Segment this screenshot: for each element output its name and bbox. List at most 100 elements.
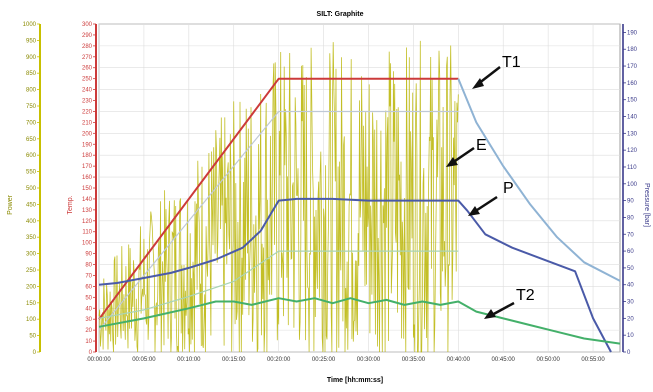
x-tick-label: 00:45:00 — [492, 357, 516, 363]
series-line-t1 — [98, 77, 459, 320]
arrow-t2-head — [484, 309, 496, 319]
temp-tick-label: 50 — [85, 295, 92, 301]
temp-tick-label: 250 — [82, 77, 93, 83]
arrow-t1-shaft — [477, 66, 501, 85]
arrow-p-shaft — [473, 195, 498, 214]
x-tick-label: 00:20:00 — [267, 357, 291, 363]
pressure-tick-label: 20 — [627, 316, 634, 322]
pressure-axis-title: Pressure [bar] — [643, 183, 650, 227]
pressure-tick-label: 160 — [627, 81, 638, 87]
pressure-tick-label: 60 — [627, 249, 634, 255]
power-tick-label: 400 — [26, 219, 37, 225]
temp-tick-label: 0 — [89, 350, 93, 356]
annotation-t1: T1 — [472, 54, 521, 89]
series-line-p — [98, 197, 612, 353]
temp-tick-label: 90 — [85, 252, 92, 258]
temp-tick-label: 290 — [82, 33, 93, 39]
temp-tick-label: 70 — [85, 273, 92, 279]
temp-tick-label: 30 — [85, 317, 92, 323]
temp-tick-label: 230 — [82, 99, 93, 105]
temp-axis: 0 10 20 30 40 50 60 70 80 90 100 110 120 130 140 150 160… — [82, 22, 97, 356]
power-tick-label: 1000 — [23, 22, 37, 28]
series-layer — [98, 40, 621, 353]
x-tick-label: 00:40:00 — [447, 357, 471, 363]
x-tick-label: 00:15:00 — [222, 357, 246, 363]
power-tick-label: 200 — [26, 284, 37, 290]
pressure-tick-label: 10 — [627, 333, 634, 339]
series-line-t2 — [98, 297, 621, 345]
x-tick-label: 00:50:00 — [536, 357, 560, 363]
pressure-tick-label: 70 — [627, 232, 634, 238]
x-tick-label: 00:55:00 — [581, 357, 605, 363]
pressure-tick-label: 130 — [627, 131, 638, 137]
pressure-tick-label: 40 — [627, 283, 634, 289]
temp-tick-label: 130 — [82, 208, 93, 214]
power-tick-label: 700 — [26, 120, 37, 126]
pressure-axis: 0 10 20 30 40 50 60 70 80 90 100 110 120 130 140 150 160… — [622, 24, 638, 356]
x-axis: 00:00:00 00:05:00 00:10:00 00:15:00 00:20:00… — [87, 357, 605, 363]
pressure-tick-label: 50 — [627, 266, 634, 272]
chart-title: SILT: Graphite — [317, 11, 364, 18]
power-axis-title: Power — [7, 194, 14, 215]
temp-tick-label: 190 — [82, 142, 93, 148]
temp-tick-label: 260 — [82, 66, 93, 72]
temp-tick-label: 40 — [85, 306, 92, 312]
label-e: E — [476, 137, 487, 154]
x-tick-label: 00:05:00 — [132, 357, 156, 363]
pressure-tick-label: 170 — [627, 64, 638, 70]
power-tick-label: 500 — [26, 186, 37, 192]
temp-tick-label: 200 — [82, 131, 93, 137]
temp-tick-label: 300 — [82, 22, 93, 28]
pressure-tick-label: 150 — [627, 98, 638, 104]
power-tick-label: 250 — [26, 268, 37, 274]
x-axis-title: Time [hh:mm:ss] — [327, 377, 383, 384]
annotation-t2: T2 — [484, 287, 535, 319]
series-power-noise — [98, 40, 459, 353]
temp-tick-label: 60 — [85, 284, 92, 290]
arrow-e-shaft — [451, 146, 475, 165]
temp-tick-label: 210 — [82, 120, 93, 126]
x-tick-label: 00:00:00 — [87, 357, 111, 363]
series-line-p_faint — [98, 250, 459, 319]
arrow-e-head — [446, 157, 458, 167]
temp-axis-title: Temp. — [67, 195, 74, 214]
power-tick-label: 800 — [26, 88, 37, 94]
temp-tick-label: 140 — [82, 197, 93, 203]
pressure-tick-label: 0 — [627, 350, 631, 356]
label-t2: T2 — [516, 287, 535, 304]
power-tick-label: 300 — [26, 252, 37, 258]
pressure-tick-label: 190 — [627, 30, 638, 36]
pressure-tick-label: 180 — [627, 47, 638, 53]
power-tick-label: 150 — [26, 301, 37, 307]
power-tick-label: 0 — [33, 350, 37, 356]
temp-tick-label: 220 — [82, 109, 93, 115]
power-tick-label: 100 — [26, 317, 37, 323]
pressure-tick-label: 140 — [627, 115, 638, 121]
power-tick-label: 450 — [26, 202, 37, 208]
arrow-p-head — [468, 206, 480, 216]
temp-tick-label: 160 — [82, 175, 93, 181]
series-line-t1_cool — [457, 78, 621, 282]
temp-tick-label: 270 — [82, 55, 93, 61]
x-tick-label: 00:10:00 — [177, 357, 201, 363]
temp-tick-label: 20 — [85, 328, 92, 334]
pressure-tick-label: 120 — [627, 148, 638, 154]
annotation-e: E — [446, 137, 487, 167]
pressure-tick-label: 30 — [627, 300, 634, 306]
temp-tick-label: 100 — [82, 241, 93, 247]
annotation-p: P — [468, 180, 514, 216]
power-tick-label: 900 — [26, 55, 37, 61]
temp-tick-label: 120 — [82, 219, 93, 225]
power-tick-label: 650 — [26, 137, 37, 143]
temp-tick-label: 110 — [82, 230, 92, 236]
pressure-tick-label: 100 — [627, 182, 638, 188]
x-tick-label: 00:25:00 — [312, 357, 336, 363]
power-tick-label: 850 — [26, 71, 37, 77]
power-tick-label: 550 — [26, 170, 37, 176]
x-tick-label: 00:30:00 — [357, 357, 381, 363]
power-tick-label: 600 — [26, 153, 37, 159]
arrow-t1-head — [472, 78, 484, 89]
temp-tick-label: 170 — [82, 164, 93, 170]
